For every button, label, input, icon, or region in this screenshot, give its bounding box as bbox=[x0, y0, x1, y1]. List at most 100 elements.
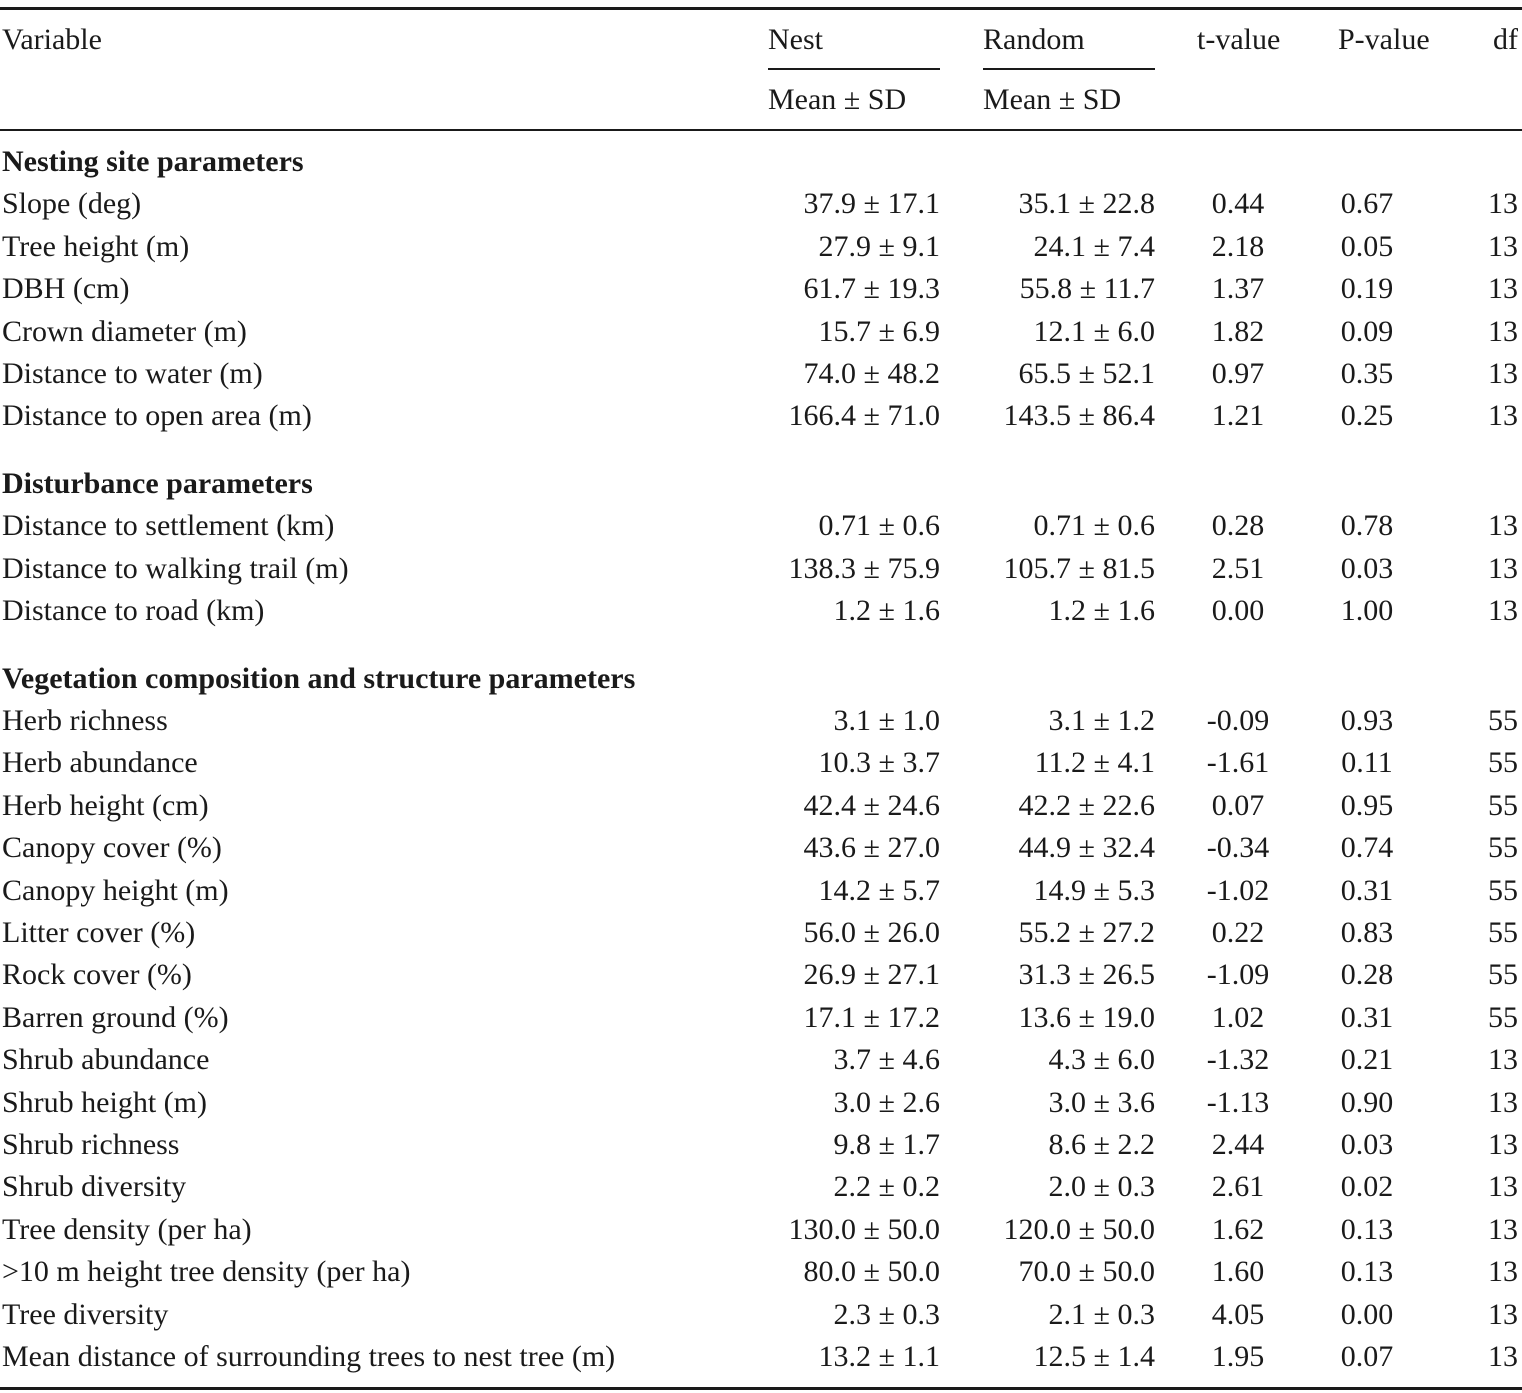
t-value-cell: 2.44 bbox=[1211, 1128, 1265, 1161]
variable-cell: Tree diversity bbox=[2, 1297, 169, 1331]
nest-cell: 13.2 ± 1.1 bbox=[818, 1340, 940, 1373]
random-cell: 105.7 ± 81.5 bbox=[1003, 551, 1155, 585]
random-cell: 42.2 ± 22.6 bbox=[1018, 788, 1155, 822]
variable-cell: Herb abundance bbox=[2, 746, 198, 780]
t-value-cell: 2.51 bbox=[1211, 551, 1265, 585]
variable-cell: Distance to open area (m) bbox=[2, 399, 312, 433]
random-cell: 12.1 ± 6.0 bbox=[1033, 314, 1155, 348]
t-value-cell: 2.18 bbox=[1211, 229, 1265, 263]
section-title: Vegetation composition and structure par… bbox=[2, 661, 636, 695]
df-cell: 55 bbox=[1488, 873, 1518, 907]
p-value-cell: 0.02 bbox=[1340, 1170, 1394, 1204]
df-cell: 13 bbox=[1488, 509, 1518, 543]
p-value-cell: 0.93 bbox=[1340, 704, 1394, 737]
df-cell: 55 bbox=[1488, 1000, 1518, 1034]
random-cell: 143.5 ± 86.4 bbox=[1003, 399, 1155, 433]
p-value-cell: 0.13 bbox=[1340, 1212, 1394, 1246]
variable-cell: Distance to settlement (km) bbox=[2, 509, 335, 543]
nest-cell: 3.1 ± 1.0 bbox=[833, 704, 940, 737]
section-title: Nesting site parameters bbox=[2, 145, 304, 178]
random-cell: 12.5 ± 1.4 bbox=[1033, 1340, 1155, 1373]
t-value-cell: 0.44 bbox=[1211, 187, 1265, 221]
nest-cell: 2.2 ± 0.2 bbox=[833, 1170, 940, 1204]
df-cell: 13 bbox=[1488, 551, 1518, 585]
df-cell: 13 bbox=[1488, 399, 1518, 433]
nest-cell: 43.6 ± 27.0 bbox=[803, 831, 940, 865]
df-cell: 55 bbox=[1488, 958, 1518, 992]
variable-cell: Shrub abundance bbox=[2, 1043, 210, 1077]
p-value-cell: 0.19 bbox=[1340, 272, 1394, 306]
variable-cell: Tree density (per ha) bbox=[2, 1212, 252, 1246]
variable-cell: DBH (cm) bbox=[2, 272, 130, 306]
df-cell: 13 bbox=[1488, 1297, 1518, 1331]
df-cell: 13 bbox=[1488, 1170, 1518, 1204]
p-value-cell: 0.74 bbox=[1340, 831, 1394, 865]
nest-cell: 10.3 ± 3.7 bbox=[818, 746, 940, 780]
random-cell: 14.9 ± 5.3 bbox=[1033, 873, 1155, 907]
df-cell: 13 bbox=[1488, 1085, 1518, 1119]
random-underline bbox=[983, 68, 1155, 70]
df-cell: 55 bbox=[1488, 704, 1518, 737]
t-value-cell: -0.34 bbox=[1206, 831, 1270, 865]
df-cell: 13 bbox=[1488, 1043, 1518, 1077]
variable-cell: Canopy cover (%) bbox=[2, 831, 222, 865]
p-value-cell: 0.13 bbox=[1340, 1255, 1394, 1289]
p-value-cell: 0.90 bbox=[1340, 1085, 1394, 1119]
t-value-cell: 1.62 bbox=[1211, 1212, 1265, 1246]
nest-cell: 37.9 ± 17.1 bbox=[803, 187, 940, 221]
nest-cell: 14.2 ± 5.7 bbox=[818, 873, 940, 907]
nest-cell: 80.0 ± 50.0 bbox=[803, 1255, 940, 1289]
p-value-cell: 0.31 bbox=[1340, 1000, 1394, 1034]
random-cell: 0.71 ± 0.6 bbox=[1033, 509, 1155, 543]
nest-underline bbox=[768, 68, 940, 70]
p-value-cell: 0.83 bbox=[1340, 916, 1394, 949]
random-cell: 1.2 ± 1.6 bbox=[1048, 594, 1155, 628]
random-cell: 3.0 ± 3.6 bbox=[1048, 1085, 1155, 1119]
t-value-cell: 1.60 bbox=[1211, 1255, 1265, 1289]
p-value-cell: 0.07 bbox=[1340, 1340, 1394, 1373]
df-cell: 13 bbox=[1488, 1212, 1518, 1246]
variable-cell: Distance to water (m) bbox=[2, 357, 263, 390]
variable-cell: Mean distance of surrounding trees to ne… bbox=[2, 1340, 616, 1373]
variable-cell: Herb height (cm) bbox=[2, 788, 209, 822]
random-cell: 2.1 ± 0.3 bbox=[1048, 1297, 1155, 1331]
random-cell: 44.9 ± 32.4 bbox=[1018, 831, 1155, 865]
variable-cell: Crown diameter (m) bbox=[2, 314, 247, 348]
df-cell: 13 bbox=[1488, 357, 1518, 390]
nest-cell: 166.4 ± 71.0 bbox=[788, 399, 940, 433]
t-value-cell: 4.05 bbox=[1211, 1297, 1265, 1331]
variable-cell: Distance to road (km) bbox=[2, 594, 265, 628]
p-value-cell: 0.00 bbox=[1340, 1297, 1394, 1331]
variable-cell: Rock cover (%) bbox=[2, 958, 192, 992]
variable-cell: Shrub diversity bbox=[2, 1170, 187, 1204]
nest-cell: 130.0 ± 50.0 bbox=[788, 1212, 940, 1246]
t-value-cell: 0.28 bbox=[1211, 509, 1265, 543]
column-header: Random bbox=[983, 23, 1085, 56]
df-cell: 13 bbox=[1488, 1340, 1518, 1373]
random-cell: 8.6 ± 2.2 bbox=[1048, 1128, 1155, 1161]
variable-cell: Tree height (m) bbox=[2, 229, 190, 263]
variable-cell: Shrub height (m) bbox=[2, 1085, 207, 1119]
random-cell: 120.0 ± 50.0 bbox=[1003, 1212, 1155, 1246]
p-value-cell: 0.25 bbox=[1340, 399, 1394, 433]
p-value-cell: 0.28 bbox=[1340, 958, 1394, 992]
df-cell: 13 bbox=[1488, 314, 1518, 348]
variable-cell: Distance to walking trail (m) bbox=[2, 551, 349, 585]
p-value-cell: 1.00 bbox=[1340, 594, 1394, 628]
variable-cell: Slope (deg) bbox=[2, 187, 142, 221]
p-value-cell: 0.03 bbox=[1340, 551, 1394, 585]
t-value-cell: -1.61 bbox=[1206, 746, 1270, 780]
p-value-cell: 0.09 bbox=[1340, 314, 1394, 348]
nest-cell: 3.7 ± 4.6 bbox=[833, 1043, 940, 1077]
p-value-cell: 0.21 bbox=[1340, 1043, 1394, 1077]
df-cell: 55 bbox=[1488, 916, 1518, 949]
df-cell: 55 bbox=[1488, 831, 1518, 865]
t-value-cell: 1.02 bbox=[1211, 1000, 1265, 1034]
t-value-cell: 1.82 bbox=[1211, 314, 1265, 348]
column-subheader: Mean ± SD bbox=[983, 83, 1122, 116]
t-value-cell: 0.22 bbox=[1211, 916, 1265, 949]
variable-cell: Herb richness bbox=[2, 704, 168, 737]
nest-cell: 61.7 ± 19.3 bbox=[803, 272, 940, 306]
t-value-cell: -0.09 bbox=[1206, 704, 1270, 737]
